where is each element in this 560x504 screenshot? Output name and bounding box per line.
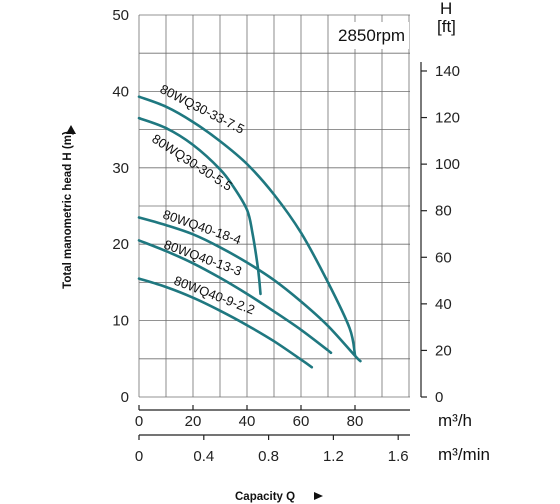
y-tick-label-m: 20 — [112, 236, 129, 253]
speed-label-box — [330, 22, 409, 49]
y-axis-arrow-icon — [66, 125, 76, 134]
x-unit-secondary: m³/min — [438, 445, 490, 464]
tick-labels: 0 10 20 30 40 50 0 20 40 60 80 100 120 140 0 20 40 60 80 0 0… — [112, 7, 460, 465]
y-tick-label-ft: 0 — [435, 389, 443, 406]
curve-80WQ40-18-4 — [137, 216, 362, 363]
y-tick-label-m: 0 — [121, 389, 129, 406]
x-tick-label-m3min: 0 — [135, 448, 143, 465]
right-axis-unit-top: H — [440, 0, 452, 18]
x-tick-label-m3h: 40 — [239, 413, 256, 430]
y-tick-label-m: 40 — [112, 83, 129, 100]
y-tick-label-m: 50 — [112, 7, 129, 24]
y-tick-label-ft: 60 — [435, 249, 452, 266]
x-tick-label-m3h: 20 — [185, 413, 202, 430]
x-axis-arrow-icon — [314, 492, 323, 500]
curve-80WQ30-30-5.5 — [137, 116, 262, 296]
speed-label: 2850rpm — [338, 26, 405, 45]
y-tick-label-m: 10 — [112, 313, 129, 330]
curve-label: 80WQ30-30-5.5 — [149, 131, 235, 194]
y-tick-label-ft: 20 — [435, 342, 452, 359]
curves: 80WQ30-33-7.580WQ30-30-5.580WQ40-18-480W… — [137, 81, 362, 369]
x-tick-label-m3h: 80 — [347, 413, 364, 430]
x-tick-label-m3min: 1.6 — [388, 448, 409, 465]
y-tick-label-ft: 100 — [435, 156, 460, 173]
y-tick-label-ft: 120 — [435, 110, 460, 127]
right-axis-unit-bottom: [ft] — [437, 17, 456, 36]
y-axis-title: Total manometric head H (m) — [62, 131, 74, 289]
y-tick-label-ft: 80 — [435, 203, 452, 220]
y-tick-label-ft: 140 — [435, 63, 460, 80]
y-tick-label-ft: 40 — [435, 296, 452, 313]
x-tick-label-m3min: 1.2 — [323, 448, 344, 465]
x-tick-label-m3h: 0 — [135, 413, 143, 430]
x-unit-primary: m³/h — [438, 411, 472, 430]
x-tick-label-m3min: 0.8 — [258, 448, 279, 465]
x-tick-label-m3min: 0.4 — [193, 448, 214, 465]
y-tick-label-m: 30 — [112, 160, 129, 177]
curve-80WQ40-9-2.2 — [137, 277, 314, 369]
x-axis-title: Capacity Q — [235, 491, 295, 503]
curve-80WQ30-33-7.5 — [137, 95, 357, 357]
grid — [138, 14, 410, 398]
curve-80WQ40-13-3 — [137, 239, 333, 355]
x-tick-label-m3h: 60 — [293, 413, 310, 430]
